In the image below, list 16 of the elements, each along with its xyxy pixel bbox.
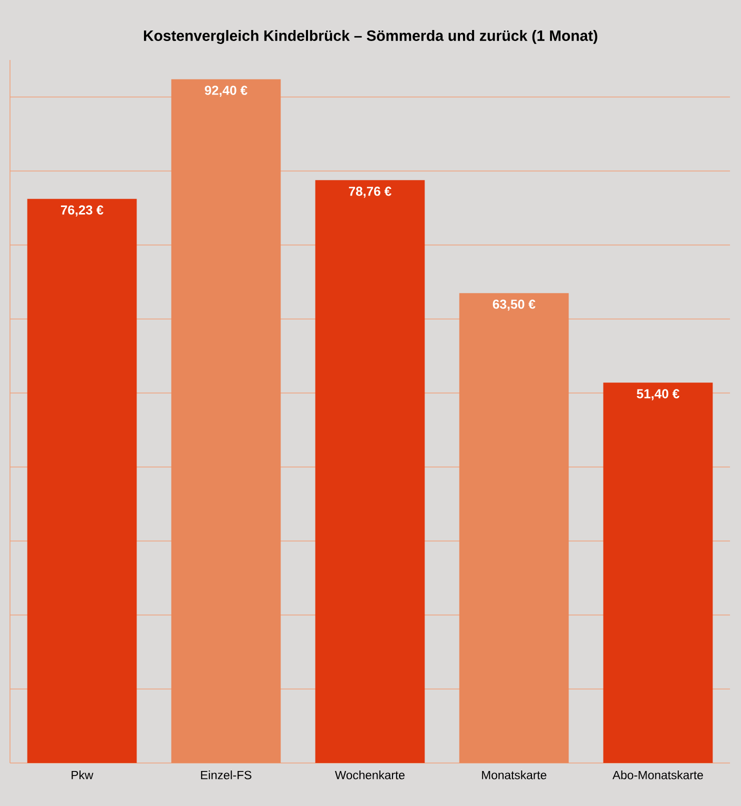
- bar: [171, 79, 281, 763]
- bar: [603, 382, 713, 763]
- x-tick-label: Wochenkarte: [334, 770, 405, 780]
- data-label: 78,76 €: [348, 186, 392, 198]
- data-label: 51,40 €: [636, 389, 680, 400]
- bar: [459, 293, 569, 763]
- data-label: 76,23 €: [60, 205, 104, 216]
- x-tick-label: Monatskarte: [482, 770, 546, 780]
- x-tick-label: Einzel-FS: [201, 770, 252, 780]
- chart-title: Kostenvergleich Kindelbrück – Sömmerda und zurück (1 Monat): [144, 30, 598, 44]
- bar: [27, 198, 137, 763]
- x-tick-label: Pkw: [72, 770, 94, 780]
- data-label: 92,40 €: [204, 86, 248, 97]
- data-label: 63,50 €: [492, 300, 536, 311]
- bar: [315, 180, 425, 763]
- x-tick-label: Abo-Monatskarte: [612, 770, 703, 780]
